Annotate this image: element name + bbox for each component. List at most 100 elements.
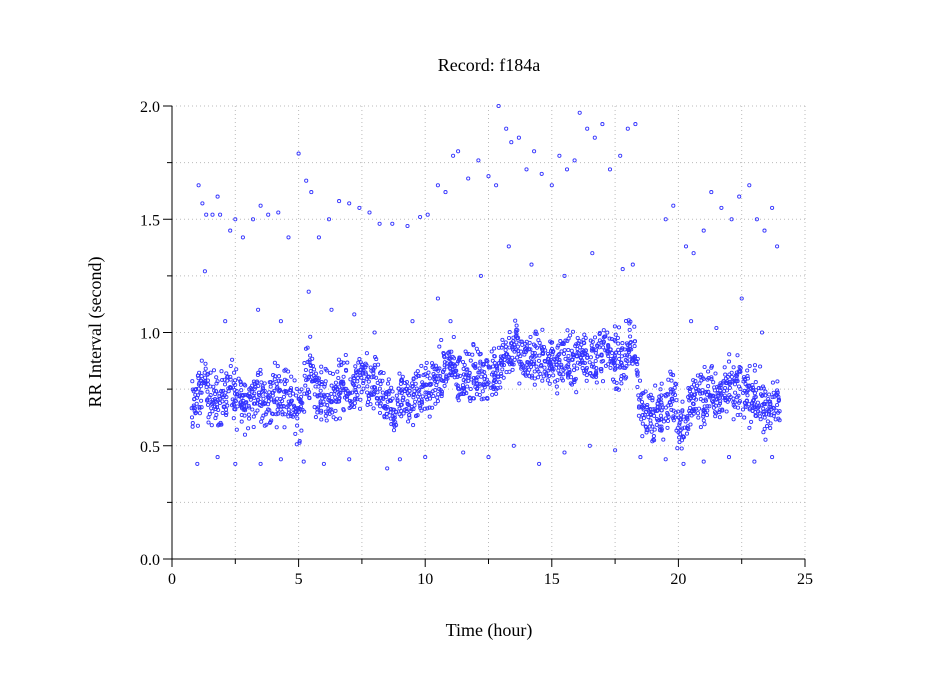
data-point	[267, 390, 272, 395]
data-point	[557, 358, 562, 363]
data-point	[727, 352, 732, 357]
data-point	[747, 402, 752, 407]
data-point	[606, 343, 611, 348]
data-point	[545, 351, 551, 356]
data-point	[707, 404, 712, 409]
data-point	[600, 122, 605, 127]
data-point	[277, 388, 283, 393]
data-point	[372, 363, 377, 368]
data-point	[775, 379, 780, 384]
data-point	[286, 410, 292, 415]
data-point	[636, 413, 641, 418]
data-point	[691, 382, 697, 387]
data-point	[492, 354, 497, 359]
data-point	[758, 364, 763, 369]
data-point	[355, 375, 360, 381]
data-point	[613, 386, 618, 392]
data-point	[242, 392, 247, 397]
data-point	[575, 366, 580, 371]
data-point	[738, 412, 743, 417]
data-point	[752, 368, 757, 373]
data-point	[221, 405, 227, 410]
data-point	[352, 401, 357, 406]
data-point	[318, 410, 323, 415]
data-point	[293, 431, 298, 436]
data-point	[652, 427, 657, 432]
data-point	[464, 391, 469, 396]
data-point	[347, 201, 352, 206]
data-point	[258, 393, 263, 398]
data-point	[527, 340, 532, 345]
data-point	[301, 459, 306, 464]
data-point	[399, 414, 404, 419]
data-point	[599, 366, 604, 372]
data-point	[650, 396, 655, 401]
data-point	[618, 377, 624, 382]
data-point	[385, 466, 390, 471]
data-point	[638, 395, 643, 400]
data-point	[217, 396, 222, 401]
data-point	[230, 403, 235, 408]
data-point	[250, 407, 255, 412]
data-point	[559, 349, 564, 354]
data-point	[582, 332, 587, 337]
data-point	[312, 378, 317, 384]
data-point	[731, 365, 736, 370]
data-point	[341, 360, 346, 365]
data-point	[252, 386, 257, 391]
data-point	[298, 399, 303, 404]
data-point	[258, 461, 263, 466]
data-point	[353, 388, 358, 393]
data-point	[702, 422, 707, 427]
data-point	[350, 390, 355, 395]
data-point	[718, 392, 723, 397]
data-point	[438, 373, 443, 379]
data-point	[348, 377, 353, 382]
data-point	[417, 392, 422, 397]
data-point	[276, 378, 281, 383]
data-point	[397, 457, 402, 462]
data-point	[595, 354, 600, 359]
data-point	[274, 400, 279, 405]
data-point	[550, 340, 555, 345]
data-point	[292, 378, 297, 383]
data-point	[228, 363, 233, 369]
data-point	[698, 425, 703, 430]
data-point	[466, 176, 471, 181]
data-point	[701, 459, 706, 464]
data-point	[475, 381, 480, 386]
data-point	[570, 329, 576, 334]
data-point	[233, 461, 238, 466]
data-point	[643, 424, 648, 429]
data-point	[481, 362, 486, 367]
data-point	[239, 406, 245, 411]
data-point	[551, 362, 556, 367]
data-point	[270, 393, 275, 398]
data-point	[774, 408, 779, 413]
data-point	[213, 416, 218, 421]
data-point	[659, 408, 664, 413]
data-point	[248, 397, 253, 402]
data-point	[635, 384, 640, 390]
data-point	[528, 334, 533, 340]
data-point	[554, 384, 559, 389]
data-point	[761, 386, 766, 391]
data-point	[423, 366, 428, 371]
data-point	[601, 345, 606, 350]
data-point	[397, 371, 402, 376]
data-point	[308, 353, 313, 358]
data-point	[532, 354, 537, 359]
data-point	[351, 374, 356, 379]
data-point	[512, 345, 517, 350]
data-point	[385, 381, 391, 386]
data-point	[540, 327, 545, 332]
data-point	[745, 368, 750, 373]
data-point	[530, 362, 535, 367]
data-point	[488, 385, 493, 390]
data-point	[539, 362, 544, 368]
data-point	[486, 174, 491, 179]
data-point	[424, 360, 429, 365]
data-point	[641, 416, 646, 421]
data-point	[518, 349, 524, 354]
data-point	[652, 413, 657, 418]
